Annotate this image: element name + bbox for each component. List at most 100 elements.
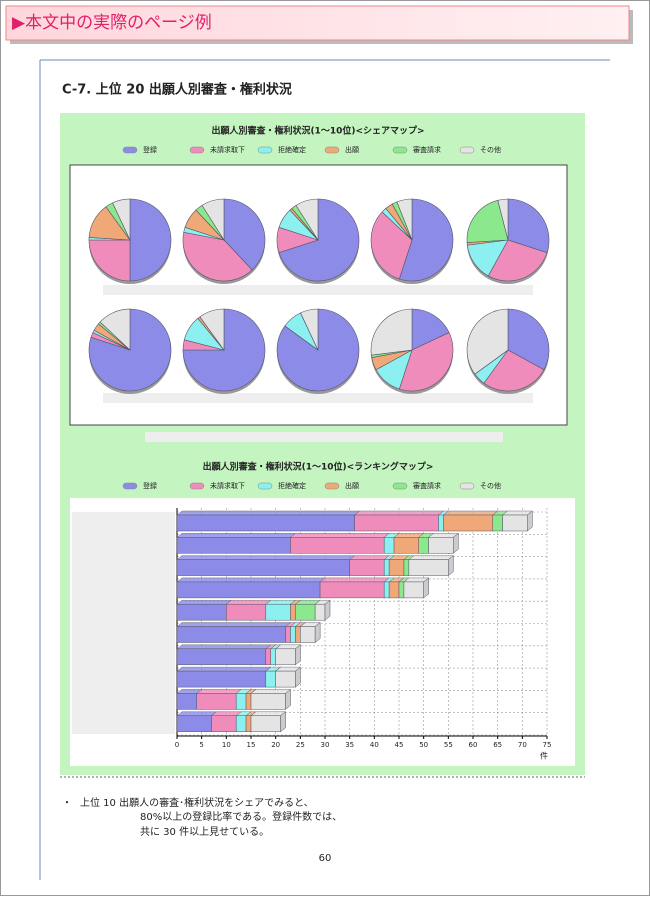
bar-end: [295, 666, 301, 688]
bar-segment: [388, 581, 400, 599]
bar-top: [353, 510, 445, 516]
bar-segment: [290, 603, 296, 621]
pie-slice: [507, 308, 550, 371]
legend-label: 登録: [143, 481, 157, 490]
pie-slice: [182, 308, 266, 392]
bar-top: [289, 533, 390, 538]
bar-segment: [354, 514, 439, 532]
pie-slice: [129, 198, 172, 282]
bar-segment: [176, 626, 286, 643]
x-tick-label: 40: [370, 741, 379, 749]
legend-swatch: [189, 482, 205, 490]
legend-label: 未請求取下: [210, 145, 245, 154]
legend-label: 出願: [345, 145, 359, 154]
bar-top: [176, 555, 356, 560]
bar-segment: [176, 693, 197, 710]
x-tick-label: 70: [518, 741, 527, 749]
page-number: 60: [319, 853, 332, 864]
bar-segment: [245, 693, 252, 710]
legend-label: 審査請求: [413, 481, 441, 490]
pie-slice: [295, 198, 319, 242]
bar-top: [408, 555, 455, 560]
bar-top: [176, 510, 361, 516]
bar-segment: [418, 537, 429, 554]
pie-slice: [411, 308, 450, 351]
x-tick-label: 10: [222, 741, 231, 749]
bar-top: [348, 555, 390, 560]
bar-segment: [502, 514, 528, 532]
bar-end: [295, 644, 301, 666]
bar-segment: [319, 581, 385, 599]
bar-segment: [211, 715, 237, 732]
x-tick-label: 0: [175, 741, 179, 749]
legend-label: 審査請求: [413, 145, 441, 154]
bar-segment: [176, 537, 291, 554]
pie-slice: [201, 198, 225, 242]
legend-swatch: [257, 146, 273, 154]
x-axis-label: 件: [540, 751, 548, 761]
blurred-labels: [103, 393, 533, 403]
bar-segment: [398, 581, 405, 599]
bar-end: [527, 510, 533, 532]
legend-label: その他: [480, 481, 501, 490]
bullet: ・: [62, 798, 72, 809]
bar-segment: [403, 559, 410, 576]
header-bar: [5, 5, 630, 41]
bar-segment: [403, 581, 424, 599]
legend-label: 出願: [345, 481, 359, 490]
bar-top: [176, 533, 297, 538]
legend-swatch: [324, 146, 340, 154]
x-tick-label: 60: [469, 741, 478, 749]
bar-top: [442, 510, 499, 516]
bar-segment: [383, 559, 390, 576]
bar-end: [280, 711, 286, 733]
bar-end: [324, 599, 331, 621]
bar-segment: [314, 603, 326, 621]
bar-segment: [295, 603, 316, 621]
chart-title: 出願人別審査・権利状況(1～10位)<シェアマップ>: [211, 125, 424, 137]
bar-segment: [285, 626, 291, 643]
body-text: 80%以上の登録比率である。登録件数では、: [140, 810, 342, 823]
bar-segment: [443, 514, 493, 532]
pie-slice: [507, 198, 550, 254]
bar-top: [196, 689, 242, 694]
bar-segment: [235, 693, 247, 710]
x-tick-label: 20: [271, 741, 280, 749]
bar-segment: [290, 626, 296, 643]
x-tick-label: 35: [345, 741, 354, 749]
bar-segment: [265, 603, 291, 621]
bar-end: [314, 621, 321, 644]
legend-label: 拒絶確定: [278, 145, 306, 154]
bar-segment: [176, 559, 350, 576]
bar-segment: [300, 626, 316, 643]
x-tick-label: 45: [395, 741, 404, 749]
bar-segment: [176, 670, 267, 688]
section-title: C-7. 上位 20 出願人別審査・権利状況: [62, 82, 292, 98]
pie-slice: [396, 198, 413, 241]
pie-slice: [483, 349, 545, 392]
bar-segment: [349, 559, 385, 576]
pie-slice: [182, 231, 253, 282]
x-tick-label: 65: [493, 741, 502, 749]
pie-slice: [300, 308, 319, 351]
bar-segment: [275, 670, 296, 688]
x-tick-label: 5: [199, 741, 203, 749]
bar-top: [225, 599, 272, 605]
bar-segment: [492, 514, 503, 532]
bar-segment: [196, 693, 237, 710]
pie-slice: [278, 198, 360, 282]
legend-label: 登録: [143, 145, 157, 154]
bar-segment: [383, 581, 390, 599]
legend-swatch: [459, 482, 475, 490]
legend-swatch: [392, 482, 408, 490]
bar-end: [285, 688, 291, 710]
bar-segment: [388, 559, 405, 576]
bar-top: [176, 666, 272, 672]
legend-label: 未請求取下: [210, 481, 245, 490]
blurred-labels: [72, 512, 175, 734]
blurred-labels: [103, 285, 533, 295]
bar-segment: [250, 715, 281, 732]
pie-slice: [223, 198, 266, 271]
x-tick-label: 75: [543, 741, 552, 749]
